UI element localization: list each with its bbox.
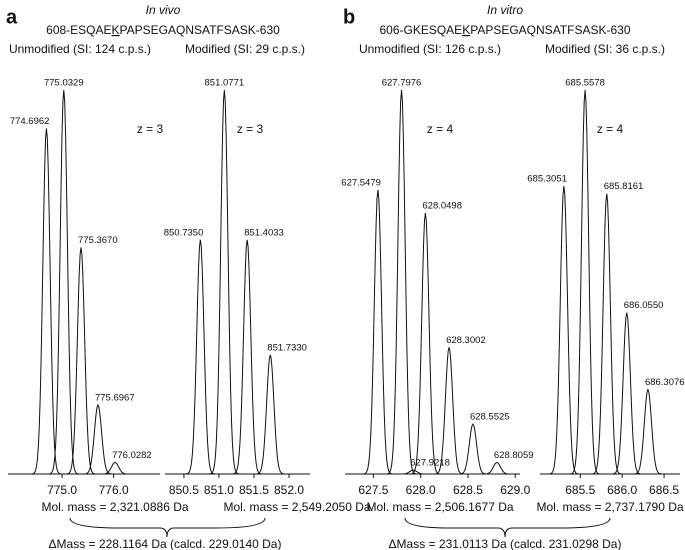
peak: [482, 461, 512, 475]
spectrum-title: Unmodified (SI: 124 c.p.s.): [9, 42, 151, 56]
brace: [69, 517, 266, 538]
peptide-suffix: PAPSEGAQNSATFSASK-630: [120, 23, 281, 37]
peak: [255, 354, 285, 475]
peptide-prefix: 608-ESQAE: [46, 23, 111, 37]
peak-label: 686.0550: [624, 300, 664, 311]
peptide-prefix: 606-GKESQAE: [379, 23, 462, 37]
peak-label: 774.6962: [10, 116, 50, 127]
peak: [592, 193, 622, 475]
peptide-suffix: PAPSEGAQNSATFSASK-630: [470, 23, 631, 37]
x-tick-label: 686.0: [607, 483, 637, 497]
peak-label: 775.0329: [44, 78, 84, 89]
x-tick-label: 775.0: [47, 483, 77, 497]
peak-label: 627.7976: [382, 78, 422, 89]
peak: [66, 247, 96, 475]
peak-label: 851.7330: [267, 342, 307, 353]
peak-label: 851.0771: [205, 78, 245, 89]
brace: [404, 517, 611, 538]
panel-letter: a: [6, 6, 18, 28]
x-tick-label: 685.5: [565, 483, 595, 497]
x-tick-label: 851.0: [204, 483, 234, 497]
delta-mass: ΔMass = 231.0113 Da (calcd. 231.0298 Da): [389, 537, 622, 550]
peak: [633, 387, 663, 475]
x-tick-label: 851.5: [239, 483, 269, 497]
peak-label: 685.3051: [527, 174, 567, 185]
x-tick-label: 686.5: [649, 483, 679, 497]
peptide: 608-ESQAEKPAPSEGAQNSATFSASK-630: [46, 23, 280, 37]
peak-label: 850.7350: [164, 227, 204, 238]
peak-label: 775.3670: [78, 235, 118, 246]
peak: [570, 89, 600, 475]
peak-label: 851.4033: [244, 227, 284, 238]
mol-mass: Mol. mass = 2,549.2050 Da: [223, 500, 370, 514]
peak-label: 627.9218: [410, 458, 450, 469]
peak: [549, 185, 579, 475]
panel-letter: b: [343, 6, 355, 28]
condition: In vitro: [487, 3, 523, 17]
x-tick-label: 628.0: [406, 483, 436, 497]
peak-label: 776.0282: [112, 450, 152, 461]
x-tick-label: 850.5: [169, 483, 199, 497]
x-tick-label: 852.0: [274, 483, 304, 497]
spectrum-title: Unmodified (SI: 126 c.p.s.): [359, 42, 501, 56]
spectrum-title: Modified (SI: 36 c.p.s.): [545, 42, 665, 56]
peak: [387, 89, 417, 475]
charge-state: z = 4: [427, 122, 454, 136]
peak: [363, 189, 393, 475]
peak: [398, 469, 428, 475]
peak: [185, 239, 215, 475]
peak: [49, 89, 79, 475]
peptide-site: K: [112, 23, 120, 37]
peak-label: 775.6967: [95, 392, 135, 403]
peptide: 606-GKESQAEKPAPSEGAQNSATFSASK-630: [379, 23, 630, 37]
condition: In vivo: [146, 3, 181, 17]
x-tick-label: 628.5: [453, 483, 483, 497]
peak: [612, 312, 642, 475]
x-tick-label: 629.0: [500, 483, 530, 497]
peak-label: 628.0498: [422, 200, 462, 211]
peak: [83, 403, 113, 475]
peptide-site: K: [462, 23, 470, 37]
peak: [100, 461, 130, 475]
peak-label: 628.3002: [446, 335, 486, 346]
mol-mass: Mol. mass = 2,321.0886 Da: [41, 500, 188, 514]
mol-mass: Mol. mass = 2,737.1790 Da: [536, 500, 683, 514]
charge-state: z = 4: [597, 122, 624, 136]
x-tick-label: 627.5: [358, 483, 388, 497]
peak-label: 685.8161: [604, 181, 644, 192]
peak-label: 628.5525: [470, 412, 510, 423]
charge-state: z = 3: [137, 122, 164, 136]
peak: [31, 128, 61, 475]
peak: [232, 239, 262, 475]
x-tick-label: 776.0: [99, 483, 129, 497]
peak-label: 627.5479: [341, 177, 381, 188]
peak: [458, 423, 488, 475]
charge-state: z = 3: [237, 122, 264, 136]
peak-label: 685.5578: [565, 78, 605, 89]
peak: [434, 347, 464, 475]
peak-label: 628.8059: [494, 450, 534, 461]
peak-label: 686.3076: [645, 377, 685, 388]
mol-mass: Mol. mass = 2,506.1677 Da: [366, 500, 513, 514]
delta-mass: ΔMass = 228.1164 Da (calcd. 229.0140 Da): [49, 537, 282, 550]
peak: [410, 212, 440, 475]
spectrum-title: Modified (SI: 29 c.p.s.): [185, 42, 305, 56]
peak: [209, 89, 239, 475]
